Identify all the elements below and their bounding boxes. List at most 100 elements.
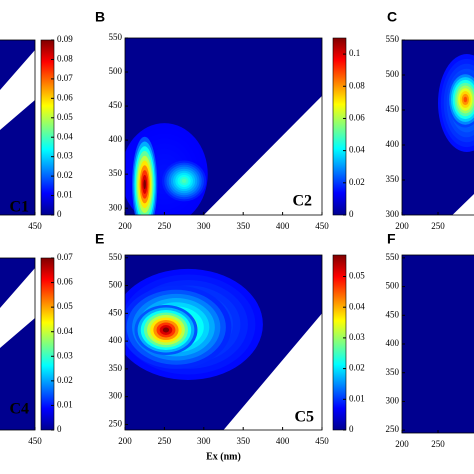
- y-tick-label: 400: [109, 134, 123, 144]
- colorbar: [332, 254, 347, 431]
- y-tick-label: 350: [109, 168, 123, 178]
- masked-region: [0, 268, 35, 348]
- y-tick-label: 300: [109, 202, 123, 212]
- colorbar-tick-label: 0.08: [349, 80, 365, 90]
- y-tick-label: 500: [109, 66, 123, 76]
- masked-region: [203, 95, 322, 215]
- colorbar-tick-label: 0.07: [57, 73, 73, 83]
- x-tick-label: 200: [118, 221, 132, 231]
- colorbar-tick-label: 0.06: [57, 92, 73, 102]
- masked-region: [452, 193, 474, 215]
- colorbar: [332, 37, 347, 216]
- x-tick-label: 450: [315, 436, 329, 446]
- x-tick-label: 350: [236, 436, 250, 446]
- y-tick-label: 550: [386, 34, 400, 44]
- y-tick-label: 350: [386, 174, 400, 184]
- component-label: C4: [9, 401, 29, 418]
- component-label: C1: [9, 199, 29, 216]
- plot-frame: [401, 39, 474, 216]
- colorbar-tick-label: 0.06: [349, 113, 365, 123]
- plot-area: [0, 258, 35, 430]
- y-tick-label: 450: [386, 309, 400, 319]
- colorbar-tick-label: 0.04: [349, 145, 365, 155]
- colorbar-tick-label: 0.1: [349, 48, 360, 58]
- masked-region: [0, 50, 35, 130]
- component-label: C5: [294, 409, 314, 426]
- y-tick-label: 450: [109, 307, 123, 317]
- colorbar-tick-label: 0.03: [349, 332, 365, 342]
- x-tick-label: 200: [118, 436, 132, 446]
- y-tick-label: 400: [386, 338, 400, 348]
- plot-frame: [0, 39, 36, 216]
- colorbar-tick-label: 0: [349, 209, 354, 219]
- colorbar-tick-label: 0: [57, 424, 62, 434]
- colorbar-tick-label: 0.09: [57, 34, 73, 44]
- y-tick-label: 350: [386, 367, 400, 377]
- contour-level: [143, 179, 146, 190]
- y-tick-label: 500: [386, 69, 400, 79]
- colorbar-tick-label: 0.02: [57, 375, 73, 385]
- colorbar-tick-label: 0.06: [57, 277, 73, 287]
- y-tick-label: 250: [386, 424, 400, 434]
- component-label: C2: [292, 193, 312, 210]
- contour-level: [181, 178, 187, 184]
- x-tick-label: 350: [236, 221, 250, 231]
- x-tick-label: 250: [431, 221, 445, 231]
- y-tick-label: 550: [386, 252, 400, 262]
- colorbar-tick-label: 0.05: [349, 271, 365, 281]
- y-tick-label: 550: [109, 252, 123, 262]
- x-tick-label: 450: [315, 221, 329, 231]
- y-tick-label: 500: [109, 280, 123, 290]
- plot-frame: [124, 37, 323, 216]
- colorbar-tick-label: 0.03: [57, 350, 73, 360]
- x-tick-label: 400: [276, 221, 290, 231]
- y-tick-label: 350: [109, 363, 123, 373]
- colorbar: [40, 39, 55, 216]
- plot-area: [402, 255, 474, 433]
- y-tick-label: 300: [386, 209, 400, 219]
- y-tick-label: 550: [109, 32, 123, 42]
- colorbar-tick-label: 0.05: [57, 301, 73, 311]
- x-tick-label: 450: [28, 221, 42, 231]
- contour-level: [162, 327, 170, 333]
- masked-region: [223, 313, 322, 430]
- plot-frame: [0, 257, 36, 431]
- panel-label: B: [95, 9, 105, 25]
- y-tick-label: 400: [109, 335, 123, 345]
- x-tick-label: 250: [158, 221, 172, 231]
- colorbar-tick-label: 0.01: [57, 399, 73, 409]
- colorbar-tick-label: 0.01: [57, 190, 73, 200]
- colorbar-tick-label: 0.07: [57, 252, 73, 262]
- plot-frame: [124, 254, 323, 431]
- x-tick-label: 300: [197, 221, 211, 231]
- y-tick-label: 300: [109, 391, 123, 401]
- plot-area: [125, 38, 322, 215]
- panel-label: F: [387, 231, 396, 247]
- colorbar-tick-label: 0.04: [349, 301, 365, 311]
- x-tick-label: 250: [431, 439, 445, 449]
- plot-area: [402, 40, 474, 215]
- x-tick-label: 250: [158, 436, 172, 446]
- colorbar-tick-label: 0: [349, 424, 354, 434]
- y-tick-label: 450: [386, 104, 400, 114]
- plot-background: [402, 255, 474, 433]
- x-tick-label: 200: [395, 221, 409, 231]
- x-tick-label: 450: [28, 436, 42, 446]
- x-tick-label: 400: [276, 436, 290, 446]
- y-tick-label: 300: [386, 395, 400, 405]
- x-tick-label: 200: [395, 439, 409, 449]
- panel-label: C: [387, 9, 397, 25]
- colorbar-tick-label: 0.02: [349, 177, 365, 187]
- colorbar-tick-label: 0.04: [57, 131, 73, 141]
- y-tick-label: 400: [386, 139, 400, 149]
- colorbar-tick-label: 0.05: [57, 112, 73, 122]
- colorbar: [40, 257, 55, 431]
- y-tick-label: 500: [386, 281, 400, 291]
- x-tick-label: 300: [197, 436, 211, 446]
- y-tick-label: 450: [109, 100, 123, 110]
- colorbar-tick-label: 0.04: [57, 326, 73, 336]
- panel-label: E: [95, 231, 104, 247]
- x-axis-label: Ex (nm): [206, 451, 241, 462]
